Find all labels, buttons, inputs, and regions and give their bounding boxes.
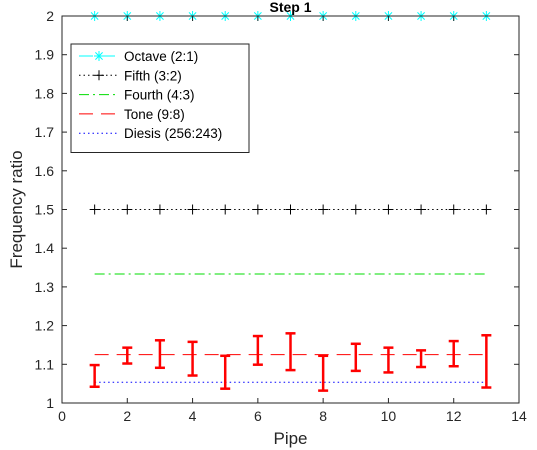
error-bar bbox=[416, 349, 427, 369]
data-point bbox=[318, 204, 329, 215]
legend-label: Tone (9:8) bbox=[124, 107, 185, 122]
legend-entry: Fourth (4:3) bbox=[79, 88, 195, 103]
x-tick-label: 8 bbox=[319, 408, 327, 424]
legend-label: Octave (2:1) bbox=[124, 49, 198, 64]
legend-entry: Fifth (3:2) bbox=[79, 68, 182, 83]
legend-label: Fifth (3:2) bbox=[124, 68, 182, 83]
y-axis-label: Frequency ratio bbox=[7, 150, 26, 268]
y-tick-label: 1.9 bbox=[35, 47, 55, 63]
x-tick-label: 2 bbox=[123, 408, 131, 424]
y-tick-label: 1 bbox=[46, 395, 54, 411]
error-bar bbox=[448, 339, 459, 368]
data-point bbox=[252, 204, 263, 215]
axes: 0 2 4 6 8 10 12 14 1 1.1 1.2 1.3 1.4 1.5 1.6 1.7 1.8 1.9 2 bbox=[35, 8, 527, 424]
legend-entry: Diesis (256:243) bbox=[79, 126, 222, 141]
x-tick-label: 10 bbox=[381, 408, 397, 424]
data-point bbox=[285, 204, 296, 215]
data-point bbox=[481, 204, 492, 215]
error-bar bbox=[285, 332, 296, 372]
x-tick-label: 0 bbox=[58, 408, 66, 424]
error-bar bbox=[89, 363, 100, 388]
legend-entry: Tone (9:8) bbox=[79, 107, 185, 122]
legend-marker bbox=[94, 70, 104, 81]
chart-title: Step 1 bbox=[269, 0, 311, 15]
y-tick-label: 1.2 bbox=[35, 318, 55, 334]
x-axis-label: Pipe bbox=[273, 429, 307, 448]
data-point bbox=[122, 204, 133, 215]
error-bar bbox=[220, 354, 231, 390]
error-bars bbox=[89, 332, 492, 392]
legend-label: Fourth (4:3) bbox=[124, 88, 195, 103]
error-bar bbox=[154, 339, 165, 370]
data-point bbox=[448, 204, 459, 215]
legend-entry: Octave (2:1) bbox=[79, 49, 198, 64]
y-tick-label: 1.5 bbox=[35, 202, 55, 218]
error-bar bbox=[383, 346, 394, 374]
y-tick-label: 1.6 bbox=[35, 163, 55, 179]
x-tick-label: 14 bbox=[511, 408, 527, 424]
legend-box bbox=[70, 43, 250, 153]
data-point bbox=[220, 204, 231, 215]
legend: Octave (2:1) Fifth (3:2) Fourth (4:3) Tone … bbox=[70, 43, 250, 153]
y-tick-label: 1.8 bbox=[35, 85, 55, 101]
data-point bbox=[187, 204, 198, 215]
data-point bbox=[416, 204, 427, 215]
y-tick-label: 1.4 bbox=[35, 240, 55, 256]
series-1 bbox=[89, 204, 492, 215]
legend-marker bbox=[94, 51, 104, 61]
data-point bbox=[154, 204, 165, 215]
error-bar bbox=[122, 346, 133, 365]
error-bar bbox=[350, 342, 361, 373]
y-tick-label: 1.1 bbox=[35, 356, 55, 372]
data-point bbox=[350, 204, 361, 215]
data-point bbox=[89, 204, 100, 215]
data-point bbox=[383, 204, 394, 215]
error-bar bbox=[252, 334, 263, 366]
error-bar bbox=[481, 334, 492, 389]
y-tick-label: 1.3 bbox=[35, 279, 55, 295]
x-tick-label: 12 bbox=[446, 408, 462, 424]
y-tick-label: 1.7 bbox=[35, 124, 55, 140]
error-bar bbox=[318, 354, 329, 392]
x-tick-label: 6 bbox=[254, 408, 262, 424]
x-tick-label: 4 bbox=[189, 408, 197, 424]
legend-label: Diesis (256:243) bbox=[124, 126, 222, 141]
y-tick-label: 2 bbox=[46, 8, 54, 24]
error-bar bbox=[187, 340, 198, 377]
